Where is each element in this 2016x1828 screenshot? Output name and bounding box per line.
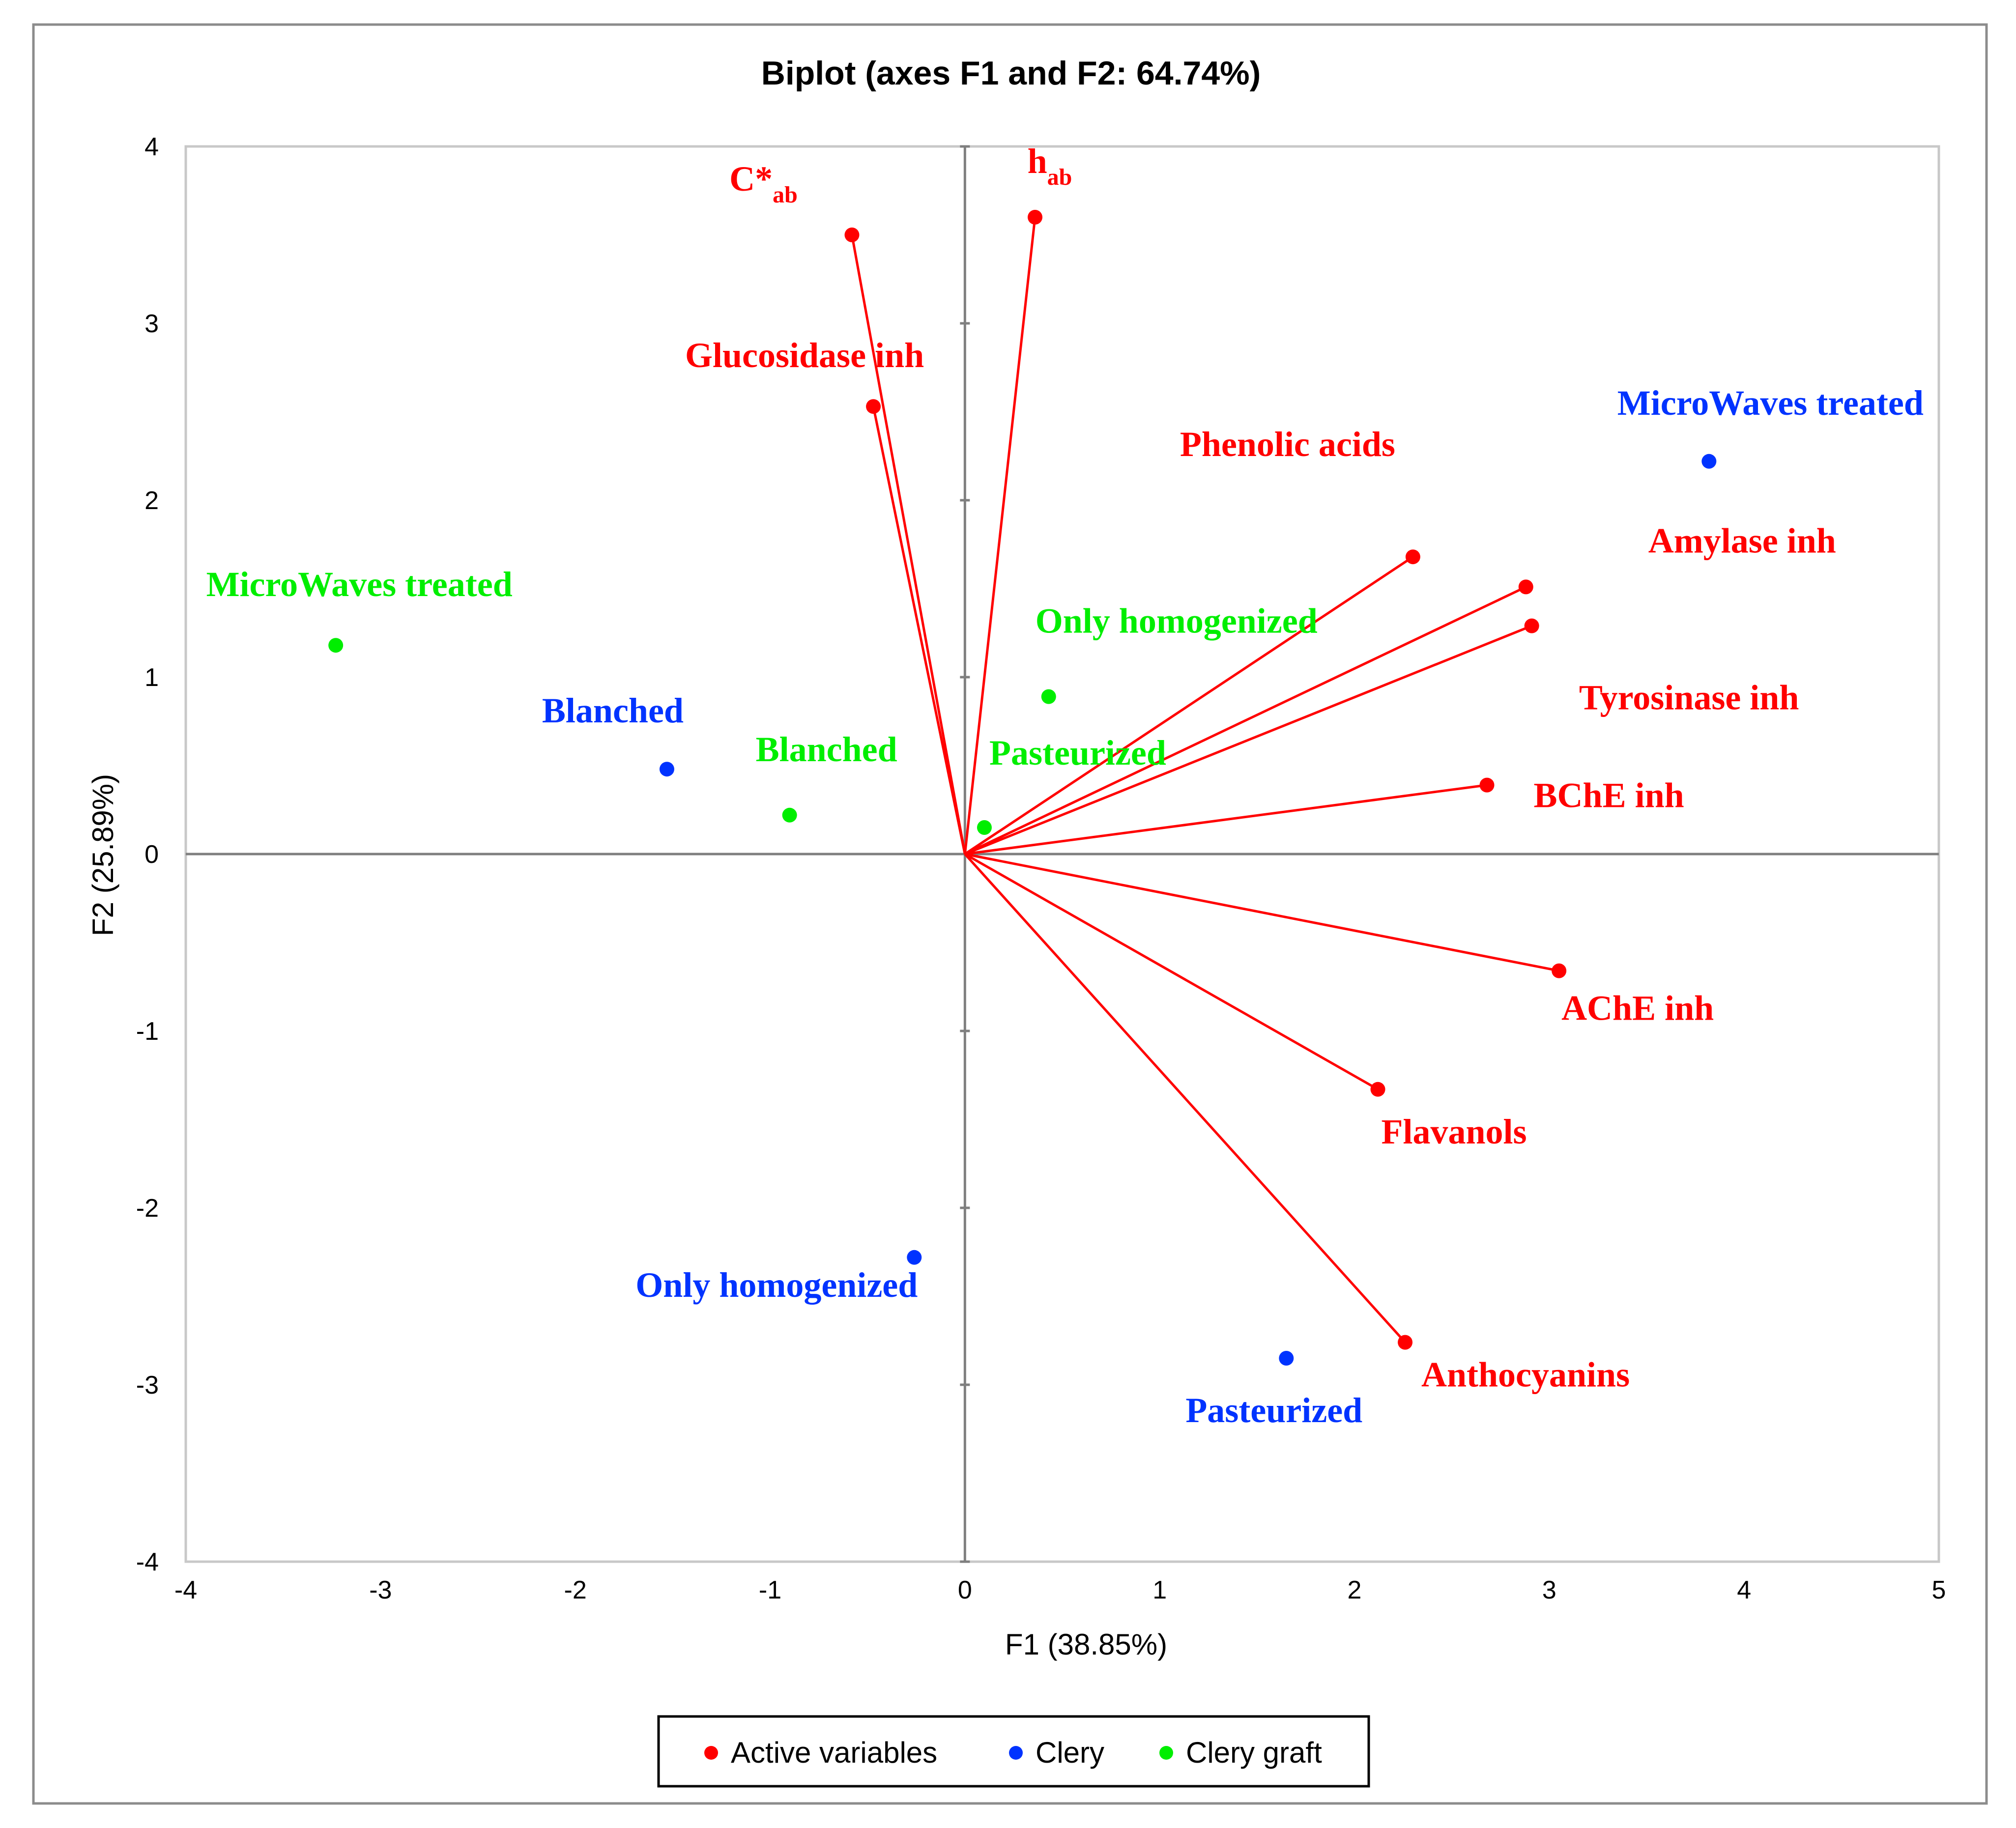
- legend-label-clery: Clery: [1036, 1736, 1104, 1769]
- legend-marker-active-variables: [704, 1746, 718, 1760]
- y-tick-label: 4: [144, 133, 159, 161]
- point-clery-microwaves-treated: [1701, 454, 1717, 469]
- vector-active_variables-c-ab: [851, 234, 966, 855]
- point-clery-pasteurized: [1279, 1351, 1294, 1366]
- vector-active_variables-flavanols: [964, 853, 1379, 1090]
- y-tick-label: 2: [144, 486, 159, 515]
- legend-marker-clery: [1009, 1746, 1023, 1760]
- label-clery-pasteurized: Pasteurized: [1185, 1391, 1362, 1430]
- legend: Active variables Clery Clery graft: [657, 1715, 1370, 1788]
- y-tick-label: 0: [144, 840, 159, 869]
- y-tick-label: -3: [136, 1371, 159, 1400]
- vector-active_variables-glucosidase-inh: [872, 406, 966, 855]
- x-tick-label: -1: [759, 1576, 781, 1604]
- label-active_variables-bche-inh: BChE inh: [1534, 776, 1684, 815]
- point-active_variables-amylase-inh: [1518, 579, 1533, 595]
- label-clery_graft-only-homogenized: Only homogenized: [1036, 601, 1318, 641]
- x-tick-label: -2: [564, 1576, 587, 1604]
- chart-border: [32, 23, 1988, 1805]
- point-clery_graft-only-homogenized: [1041, 689, 1056, 704]
- x-tick-label: 3: [1542, 1576, 1556, 1604]
- x-tick-label: 0: [958, 1576, 972, 1604]
- label-clery-blanched: Blanched: [542, 691, 684, 730]
- point-clery_graft-pasteurized: [977, 820, 992, 835]
- label-clery_graft-microwaves-treated: MicroWaves treated: [206, 565, 513, 604]
- label-active_variables-tyrosinase-inh: Tyrosinase inh: [1579, 678, 1799, 717]
- legend-label-clery-graft: Clery graft: [1186, 1736, 1322, 1769]
- plot-marks: -4 -3 -2 -1 0 1 2 3 4 543210-1-2-3-4C*abhabGlucos…: [136, 133, 1946, 1604]
- y-tick-label: -2: [136, 1194, 159, 1223]
- vector-active_variables-amylase-inh: [964, 586, 1526, 856]
- label-clery-only-homogenized: Only homogenized: [635, 1265, 918, 1305]
- x-tick-label: -4: [174, 1576, 197, 1604]
- vector-active_variables-bche-inh: [965, 784, 1487, 856]
- point-active_variables-tyrosinase-inh: [1524, 618, 1539, 633]
- x-tick-label: -3: [369, 1576, 392, 1604]
- point-active_variables-glucosidase-inh: [866, 399, 881, 414]
- vector-active_variables-h-ab: [963, 217, 1037, 855]
- point-clery_graft-blanched: [782, 807, 797, 823]
- y-tick-label: 1: [144, 663, 159, 692]
- x-tick-label: 4: [1737, 1576, 1751, 1604]
- label-active_variables-glucosidase-inh: Glucosidase inh: [685, 336, 924, 375]
- x-axis-label: F1 (38.85%): [1005, 1628, 1167, 1661]
- x-tick-label: 5: [1932, 1576, 1946, 1604]
- y-axis-label: F2 (25.89%): [86, 774, 119, 936]
- point-clery-only-homogenized: [907, 1250, 922, 1265]
- y-tick-label: -1: [136, 1017, 159, 1046]
- vector-active_variables-tyrosinase-inh: [964, 625, 1532, 856]
- vector-active_variables-anthocyanins: [964, 853, 1406, 1343]
- label-clery-microwaves-treated: MicroWaves treated: [1617, 383, 1924, 423]
- legend-label-active-variables: Active variables: [731, 1736, 937, 1769]
- label-clery_graft-pasteurized: Pasteurized: [989, 733, 1166, 772]
- label-active_variables-ache-inh: AChE inh: [1561, 989, 1714, 1028]
- y-tick-label: -4: [136, 1548, 159, 1576]
- point-active_variables-flavanols: [1370, 1082, 1385, 1097]
- legend-marker-clery-graft: [1159, 1746, 1173, 1760]
- point-clery_graft-microwaves-treated: [328, 638, 344, 653]
- point-active_variables-h-ab: [1028, 210, 1043, 225]
- point-clery-blanched: [659, 762, 674, 777]
- point-active_variables-c-ab: [844, 228, 860, 242]
- point-active_variables-ache-inh: [1552, 963, 1567, 978]
- vector-active_variables-phenolic-acids: [964, 556, 1414, 856]
- point-active_variables-anthocyanins: [1398, 1335, 1413, 1350]
- label-active_variables-amylase-inh: Amylase inh: [1648, 521, 1836, 560]
- chart-title: Biplot (axes F1 and F2: 64.74%): [761, 55, 1261, 92]
- label-active_variables-phenolic-acids: Phenolic acids: [1180, 425, 1395, 464]
- point-active_variables-phenolic-acids: [1405, 549, 1420, 565]
- label-active_variables-anthocyanins: Anthocyanins: [1421, 1355, 1630, 1395]
- label-clery_graft-blanched: Blanched: [756, 730, 897, 769]
- y-tick-label: 3: [144, 310, 159, 338]
- label-active_variables-flavanols: Flavanols: [1382, 1112, 1527, 1151]
- x-tick-label: 1: [1152, 1576, 1167, 1604]
- point-active_variables-bche-inh: [1479, 777, 1495, 793]
- vector-active_variables-ache-inh: [964, 853, 1559, 972]
- x-tick-label: 2: [1348, 1576, 1362, 1604]
